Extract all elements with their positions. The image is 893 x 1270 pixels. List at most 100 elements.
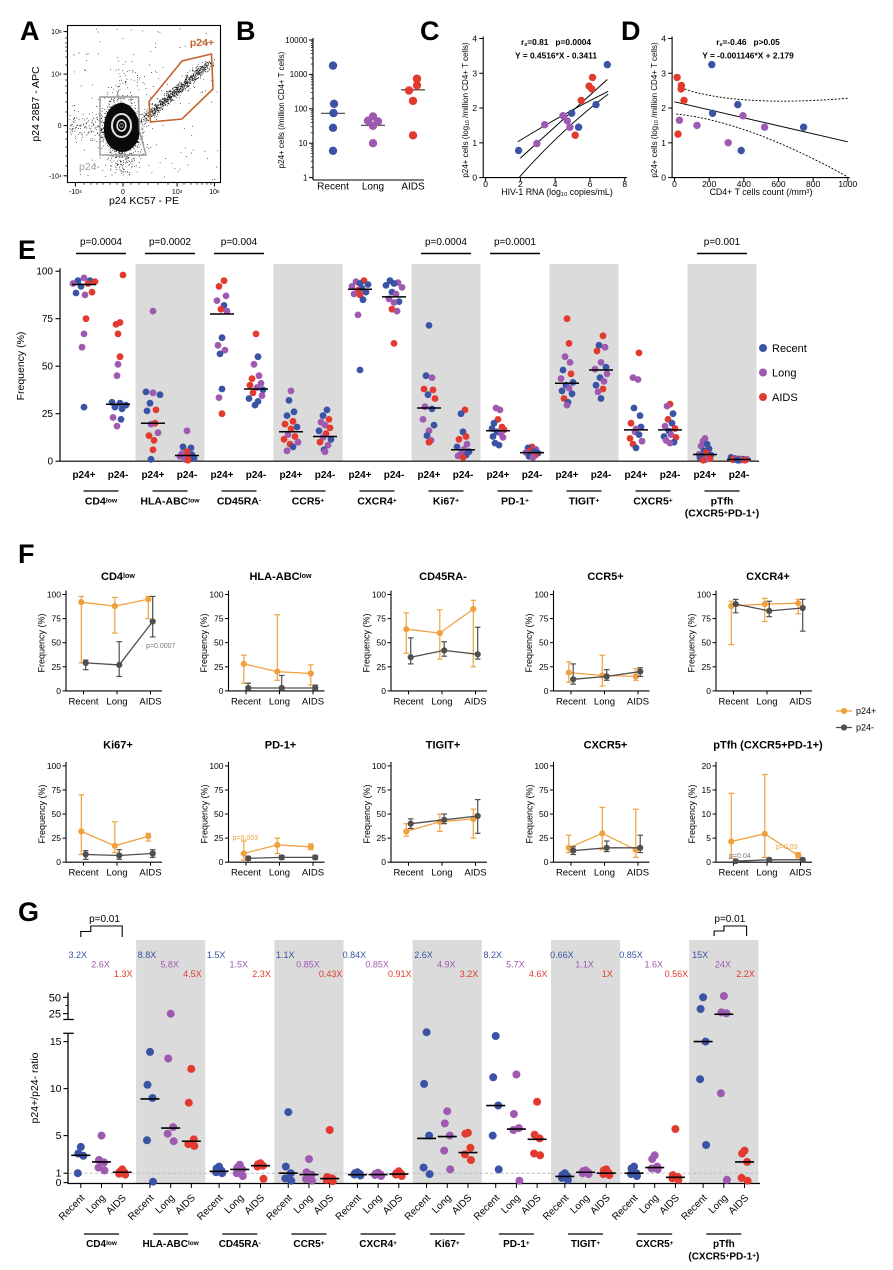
svg-text:Recent: Recent: [556, 696, 586, 707]
svg-text:2.3X: 2.3X: [252, 969, 271, 979]
svg-text:0: 0: [706, 686, 711, 696]
svg-text:PD-1+: PD-1+: [503, 1239, 530, 1250]
svg-text:10: 10: [299, 139, 308, 148]
svg-text:50: 50: [214, 638, 224, 648]
svg-text:0.91X: 0.91X: [388, 969, 412, 979]
svg-text:50: 50: [377, 638, 387, 648]
svg-text:CXCR5+: CXCR5+: [584, 740, 628, 752]
svg-text:E: E: [18, 235, 36, 265]
svg-text:600: 600: [771, 179, 785, 189]
svg-text:Recent: Recent: [231, 868, 261, 879]
svg-text:pTfh: pTfh: [713, 1239, 735, 1250]
svg-text:p24-: p24-: [79, 161, 101, 173]
svg-text:p=0.01: p=0.01: [714, 914, 745, 925]
svg-text:Long: Long: [594, 868, 615, 879]
svg-text:p24+ cells (log10 /million CD4: p24+ cells (log10 /million CD4+ T cells): [461, 42, 471, 178]
svg-text:Frequency (%): Frequency (%): [687, 613, 697, 672]
svg-text:p=0.0001: p=0.0001: [494, 237, 536, 248]
svg-text:75: 75: [214, 785, 224, 795]
svg-text:0: 0: [544, 686, 549, 696]
svg-text:10: 10: [702, 809, 712, 819]
svg-text:10: 10: [50, 1083, 62, 1095]
svg-text:1: 1: [303, 173, 308, 182]
svg-text:75: 75: [539, 614, 549, 624]
svg-text:0: 0: [219, 857, 224, 867]
svg-text:8.8X: 8.8X: [138, 950, 157, 960]
svg-text:50: 50: [49, 992, 61, 1004]
svg-text:1.6X: 1.6X: [644, 960, 663, 970]
svg-text:p24+: p24+: [693, 470, 716, 481]
svg-text:AIDS: AIDS: [139, 868, 161, 879]
svg-text:100: 100: [372, 590, 386, 600]
svg-text:TIGIT+: TIGIT+: [426, 740, 461, 752]
svg-text:25: 25: [49, 1009, 61, 1021]
svg-text:rs=0.81 p=0.0004: rs=0.81 p=0.0004: [521, 37, 591, 48]
svg-text:p24-: p24-: [384, 470, 405, 481]
svg-text:Recent: Recent: [718, 696, 748, 707]
svg-text:CCR5+: CCR5+: [292, 496, 325, 508]
svg-text:(CXCR5+PD-1+): (CXCR5+PD-1+): [688, 1252, 759, 1263]
svg-text:50: 50: [702, 638, 712, 648]
svg-text:105: 105: [51, 29, 62, 37]
svg-text:25: 25: [539, 833, 549, 843]
svg-text:Frequency (%): Frequency (%): [199, 613, 209, 672]
svg-text:p24 28B7 - APC: p24 28B7 - APC: [30, 66, 42, 142]
svg-text:4.5X: 4.5X: [183, 969, 202, 979]
svg-text:AIDS: AIDS: [139, 696, 161, 707]
svg-text:25: 25: [539, 662, 549, 672]
svg-text:TIGIT+: TIGIT+: [569, 496, 600, 508]
svg-text:AIDS: AIDS: [401, 182, 425, 193]
svg-text:p24-: p24-: [522, 470, 543, 481]
svg-text:p24+: p24+: [72, 470, 95, 481]
svg-text:Long: Long: [269, 696, 290, 707]
svg-text:0: 0: [121, 189, 125, 196]
svg-text:1.5X: 1.5X: [207, 950, 226, 960]
svg-text:CXCR4+: CXCR4+: [357, 496, 397, 508]
svg-text:TIGIT+: TIGIT+: [571, 1239, 601, 1250]
svg-text:p=0.004: p=0.004: [221, 237, 258, 248]
svg-text:1: 1: [56, 1168, 62, 1180]
svg-text:0: 0: [381, 857, 386, 867]
svg-text:Frequency (%): Frequency (%): [362, 784, 372, 843]
svg-text:1: 1: [472, 138, 477, 148]
svg-text:Recent: Recent: [68, 696, 98, 707]
svg-text:CD45RA-: CD45RA-: [219, 1239, 261, 1250]
svg-text:AIDS: AIDS: [302, 868, 324, 879]
svg-text:1: 1: [661, 138, 666, 148]
svg-text:p24+/p24- ratio: p24+/p24- ratio: [29, 1052, 41, 1123]
svg-text:0: 0: [544, 857, 549, 867]
svg-text:A: A: [20, 16, 40, 46]
svg-text:Frequency (%): Frequency (%): [687, 784, 697, 843]
svg-text:AIDS: AIDS: [627, 868, 649, 879]
svg-text:Ki67+: Ki67+: [433, 496, 459, 508]
svg-text:75: 75: [377, 614, 387, 624]
svg-text:p=0.0007: p=0.0007: [146, 643, 175, 650]
svg-text:CCR5+: CCR5+: [293, 1239, 324, 1250]
svg-text:HLA-ABClow: HLA-ABClow: [140, 496, 200, 508]
svg-text:105: 105: [209, 189, 220, 197]
svg-text:rs=-0.46 p>0.05: rs=-0.46 p>0.05: [716, 37, 780, 48]
svg-text:AIDS: AIDS: [789, 868, 811, 879]
svg-text:10000: 10000: [285, 36, 308, 45]
svg-text:50: 50: [52, 638, 62, 648]
svg-text:CXCR4+: CXCR4+: [359, 1239, 397, 1250]
svg-text:2.6X: 2.6X: [414, 950, 433, 960]
svg-text:2.6X: 2.6X: [91, 960, 110, 970]
svg-text:3.2X: 3.2X: [69, 950, 88, 960]
svg-text:50: 50: [214, 809, 224, 819]
svg-text:G: G: [18, 897, 39, 927]
svg-text:p24+: p24+: [486, 470, 509, 481]
svg-text:25: 25: [702, 662, 712, 672]
svg-text:p24+ cells (/million CD4+ T ce: p24+ cells (/million CD4+ T cells): [277, 51, 286, 168]
svg-text:p24-: p24-: [729, 470, 750, 481]
svg-text:0: 0: [56, 857, 61, 867]
svg-text:0.84X: 0.84X: [343, 950, 367, 960]
svg-text:0: 0: [58, 123, 62, 130]
svg-text:100: 100: [47, 590, 61, 600]
svg-text:15: 15: [50, 1036, 62, 1048]
svg-text:100: 100: [534, 590, 548, 600]
svg-text:p24-: p24-: [660, 470, 681, 481]
svg-text:AIDS: AIDS: [464, 696, 486, 707]
svg-text:p24+ cells (log10 /million CD4: p24+ cells (log10 /million CD4+ T cells): [650, 42, 660, 178]
svg-text:Frequency (%): Frequency (%): [37, 613, 47, 672]
